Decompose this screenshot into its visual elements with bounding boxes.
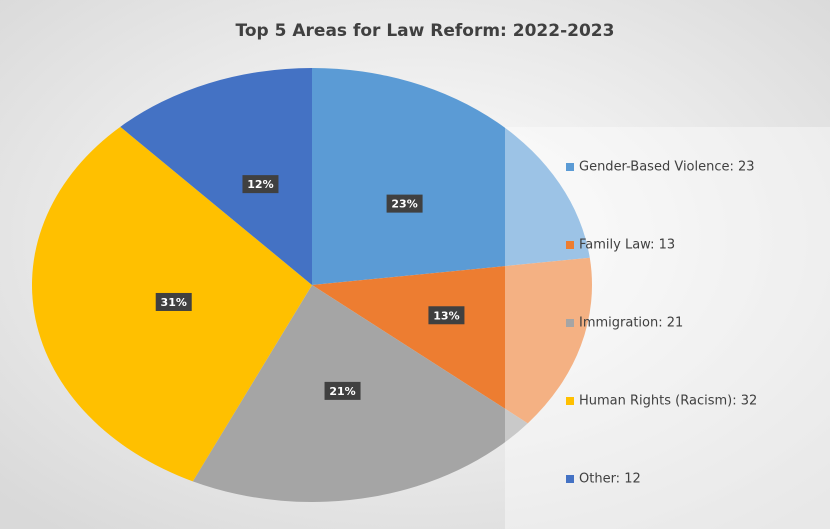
data-label-box (242, 175, 279, 194)
legend: Gender-Based Violence: 23 Family Law: 13 I… (566, 160, 757, 487)
legend-swatch (566, 319, 574, 327)
legend-label: Human Rights (Racism): 32 (579, 394, 757, 409)
legend-label: Other: 12 (579, 472, 641, 487)
data-label: 21% (329, 385, 355, 398)
data-label: 23% (391, 198, 417, 211)
pie-slice (120, 68, 312, 285)
data-label-box (324, 381, 361, 400)
legend-label: Gender-Based Violence: 23 (579, 160, 755, 175)
pie-slice (312, 257, 592, 424)
legend-box (505, 127, 830, 529)
legend-swatch (566, 475, 574, 483)
legend-label: Immigration: 21 (579, 316, 683, 331)
data-label-box (155, 292, 192, 311)
data-label: 12% (247, 178, 273, 191)
data-label-box (428, 306, 465, 325)
data-label: 13% (433, 309, 459, 322)
chart-title: Top 5 Areas for Law Reform: 2022-2023 (236, 21, 615, 41)
legend-label: Family Law: 13 (579, 238, 675, 253)
legend-swatch (566, 163, 574, 171)
pie (31, 68, 592, 502)
data-label-box (386, 194, 423, 213)
legend-swatch (566, 241, 574, 249)
pie-slice (312, 68, 590, 285)
data-label: 31% (161, 296, 187, 309)
legend-swatch (566, 397, 574, 405)
data-labels: 23% 13% 21% 31% 12% (155, 175, 465, 400)
